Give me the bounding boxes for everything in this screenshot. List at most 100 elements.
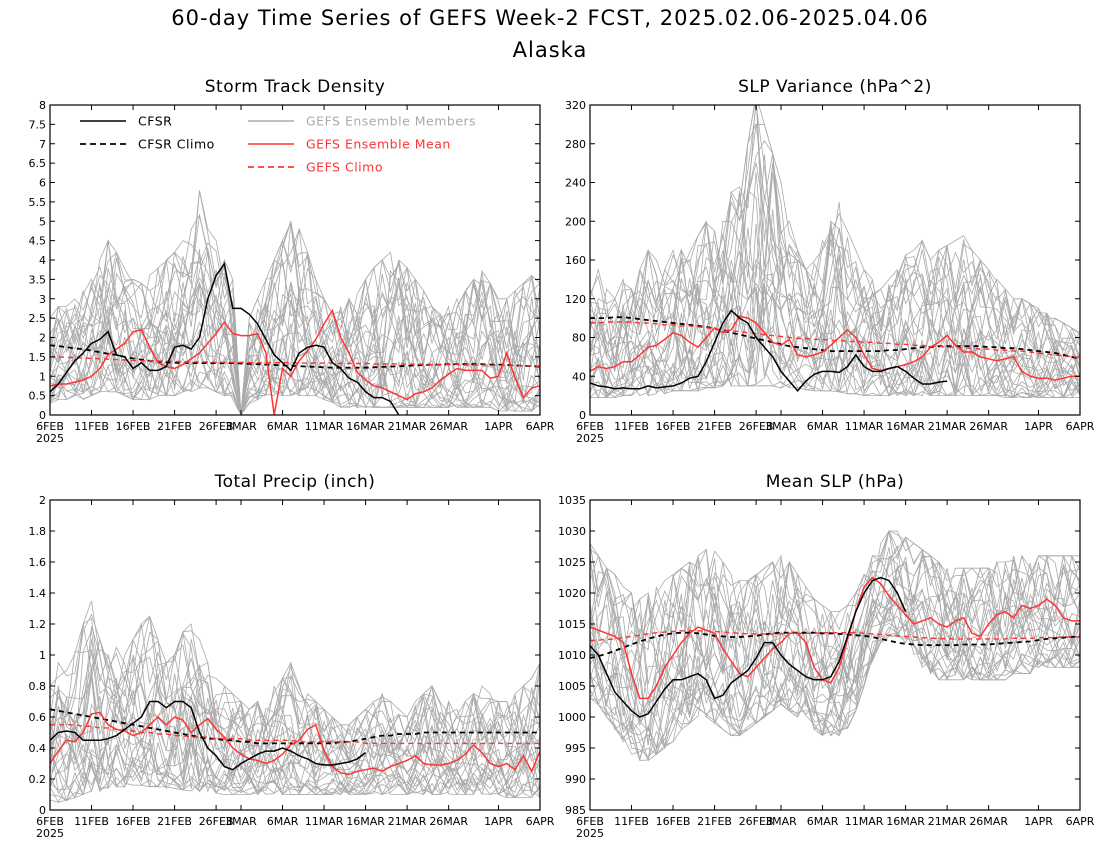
x-tick-label: 26MAR [429, 815, 468, 828]
y-tick-label: 0.5 [29, 390, 47, 403]
x-tick-label: 21MAR [928, 420, 967, 433]
y-tick-label: 0.4 [29, 742, 47, 755]
y-tick-label: 7.5 [29, 118, 47, 131]
panel-title: Total Precip (inch) [214, 472, 376, 492]
ensemble-member-line [590, 530, 1080, 659]
y-tick-label: 0 [579, 409, 586, 422]
panel-title: Mean SLP (hPa) [766, 472, 905, 492]
y-tick-label: 2 [39, 494, 46, 507]
series-cfsr [590, 309, 948, 392]
x-tick-label: 26FEB [739, 815, 774, 828]
y-tick-label: 200 [565, 215, 586, 228]
x-tick-label: 1APR [1024, 420, 1053, 433]
x-tick-label: 21FEB [157, 420, 192, 433]
x-tick-label: 6MAR [807, 815, 839, 828]
ensemble-member-line [590, 551, 1080, 680]
legend: CFSR CFSR Climo GEFS Ensemble Members GEFS … [80, 114, 476, 175]
x-tick-label: 11FEB [614, 815, 649, 828]
ensemble-member-line [50, 726, 540, 793]
x-tick-label: 3MAR [225, 420, 257, 433]
y-tick-label: 4.5 [29, 235, 47, 248]
y-tick-label: 1030 [558, 525, 586, 538]
x-tick-label: 26FEB [739, 420, 774, 433]
y-tick-label: 0.2 [29, 773, 47, 786]
x-tick-label: 3MAR [225, 815, 257, 828]
series-cfsr [590, 576, 907, 718]
x-tick-label: 11FEB [74, 815, 109, 828]
x-tick-label: 6APR [1066, 815, 1095, 828]
ensemble-member-line [50, 615, 540, 751]
ensemble-member-line [50, 213, 540, 415]
series-gefs-climo [50, 724, 540, 745]
series-cfsr-climo [590, 631, 1080, 659]
ensemble-members [590, 105, 1080, 399]
ensemble-member-line [50, 738, 540, 799]
ensemble-member-line [590, 105, 1080, 367]
x-tick-label: 3MAR [765, 815, 797, 828]
ensemble-member-line [590, 288, 1080, 389]
x-tick-label: 6MAR [267, 815, 299, 828]
y-tick-label: 0.8 [29, 680, 47, 693]
ensemble-member-line [590, 285, 1080, 398]
ensemble-members [590, 529, 1080, 762]
y-tick-label: 5.5 [29, 196, 47, 209]
x-tick-label: 11MAR [845, 420, 884, 433]
x-tick-label: 16MAR [346, 815, 385, 828]
y-tick-label: 80 [572, 332, 586, 345]
y-tick-label: 1.4 [29, 587, 47, 600]
ensemble-member-line [590, 194, 1080, 383]
y-tick-label: 6.5 [29, 157, 47, 170]
y-tick-label: 6 [39, 177, 46, 190]
y-tick-label: 0 [39, 409, 46, 422]
x-tick-label: 3MAR [765, 420, 797, 433]
ensemble-member-line [50, 639, 540, 767]
chart-panel-4: 985 990 995 1000 1005 1010 1015 1020 1025 1030 103… [558, 472, 1095, 840]
x-tick-label: 26MAR [969, 420, 1008, 433]
x-tick-label: 26FEB [199, 420, 234, 433]
ensemble-member-line [50, 629, 540, 775]
x-tick-label: 16FEB [116, 815, 151, 828]
ensemble-member-line [50, 221, 540, 415]
x-year-label: 2025 [576, 827, 604, 840]
ensemble-member-line [590, 123, 1080, 334]
ensemble-member-line [590, 123, 1080, 358]
ensemble-members [50, 600, 540, 804]
x-tick-label: 1APR [1024, 815, 1053, 828]
chart-panel-2: 0 40 80 120 160 200 240 280 320 6FEB 11FEB 16FEB 21F… [565, 77, 1095, 445]
y-tick-label: 160 [565, 254, 586, 267]
y-tick-label: 320 [565, 99, 586, 112]
series-gefs-ensemble-mean [590, 315, 1080, 381]
y-tick-label: 1000 [558, 711, 586, 724]
ensemble-member-line [590, 282, 1080, 398]
y-tick-label: 990 [565, 773, 586, 786]
legend-label: CFSR Climo [138, 137, 215, 152]
legend-label: GEFS Climo [306, 160, 383, 175]
panel-title: Storm Track Density [205, 77, 386, 97]
y-tick-label: 5 [39, 215, 46, 228]
x-tick-label: 6FEB [576, 815, 604, 828]
ensemble-member-line [590, 622, 1080, 761]
x-tick-label: 6FEB [576, 420, 604, 433]
ensemble-member-line [50, 615, 540, 744]
x-tick-label: 16MAR [346, 420, 385, 433]
ensemble-member-line [50, 260, 540, 415]
ensemble-member-line [50, 623, 540, 762]
x-year-label: 2025 [36, 432, 64, 445]
y-tick-label: 1 [39, 649, 46, 662]
y-tick-label: 0 [39, 804, 46, 817]
legend-label: GEFS Ensemble Members [306, 114, 476, 129]
ensemble-member-line [50, 228, 540, 415]
y-tick-label: 985 [565, 804, 586, 817]
ensemble-member-line [590, 536, 1080, 644]
ensemble-member-line [50, 738, 540, 802]
ensemble-member-line [590, 239, 1080, 371]
ensemble-member-line [50, 761, 540, 803]
ensemble-member-line [590, 291, 1080, 399]
x-tick-label: 21MAR [388, 420, 427, 433]
series-gefs-ensemble-mean [50, 308, 540, 415]
ensemble-member-line [50, 324, 540, 415]
y-tick-label: 0.6 [29, 711, 47, 724]
x-tick-label: 6FEB [36, 420, 64, 433]
y-tick-label: 1005 [558, 680, 586, 693]
x-tick-label: 16FEB [116, 420, 151, 433]
